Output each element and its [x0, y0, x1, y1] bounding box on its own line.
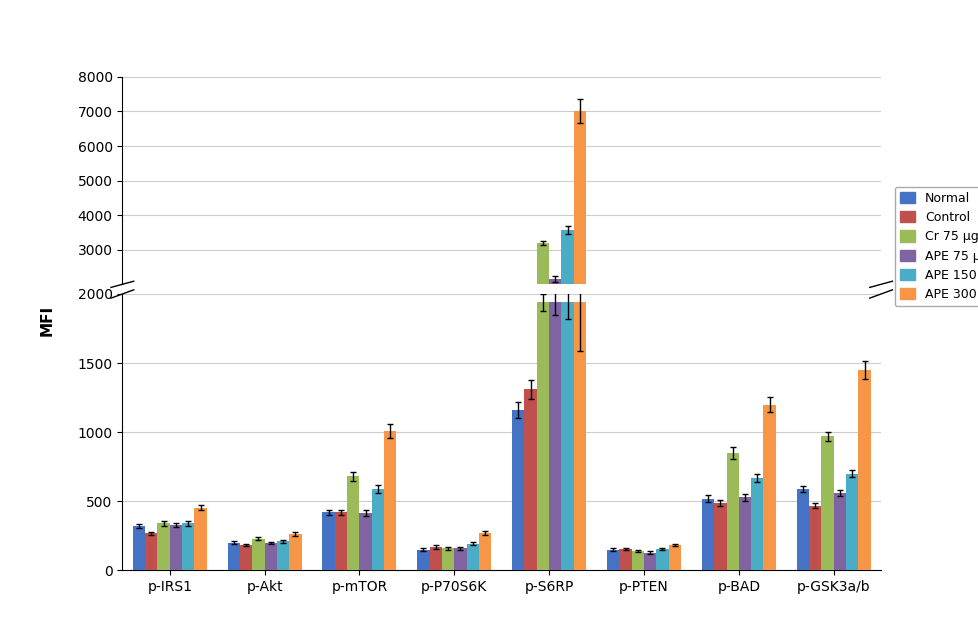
Bar	[195, 508, 206, 570]
Bar	[182, 524, 195, 570]
Bar	[631, 551, 644, 570]
Bar	[726, 453, 738, 570]
Bar	[561, 303, 573, 570]
Bar	[228, 543, 240, 570]
Bar	[467, 544, 478, 570]
Bar	[655, 549, 668, 570]
Bar	[808, 506, 821, 570]
Bar	[289, 534, 301, 570]
Bar	[536, 303, 549, 570]
Bar	[372, 489, 383, 570]
Bar	[145, 533, 157, 570]
Bar	[511, 410, 524, 570]
Bar	[383, 431, 396, 570]
Bar	[524, 389, 536, 570]
Bar	[858, 370, 869, 570]
Bar	[750, 478, 763, 570]
Bar	[277, 542, 289, 570]
Bar	[252, 538, 264, 570]
Bar	[619, 549, 631, 570]
Bar	[549, 279, 561, 353]
Bar	[240, 545, 252, 570]
Bar	[668, 545, 681, 570]
Bar	[334, 512, 347, 570]
Bar	[169, 525, 182, 570]
Bar	[441, 548, 454, 570]
Legend: Normal, Control, Cr 75 μg/ml, APE 75 μg/ml, APE 150 μg/ml, APE 300 μg/ml: Normal, Control, Cr 75 μg/ml, APE 75 μg/…	[894, 187, 978, 306]
Bar	[845, 474, 858, 570]
Bar	[359, 513, 372, 570]
Bar	[549, 303, 561, 570]
Bar	[573, 111, 586, 353]
Bar	[821, 437, 833, 570]
Bar	[157, 524, 169, 570]
Bar	[573, 303, 586, 570]
Bar	[133, 526, 145, 570]
Bar	[796, 489, 808, 570]
Bar	[454, 548, 467, 570]
Bar	[833, 493, 845, 570]
Bar	[701, 499, 713, 570]
Bar	[738, 497, 750, 570]
Text: MFI: MFI	[39, 305, 54, 336]
Bar	[417, 550, 429, 570]
Bar	[347, 476, 359, 570]
Bar	[478, 533, 491, 570]
Bar	[429, 547, 441, 570]
Bar	[763, 404, 775, 570]
Bar	[322, 512, 334, 570]
Bar	[713, 503, 726, 570]
Bar	[644, 553, 655, 570]
Bar	[606, 550, 619, 570]
Bar	[561, 229, 573, 353]
Bar	[264, 543, 277, 570]
Bar	[536, 243, 549, 353]
